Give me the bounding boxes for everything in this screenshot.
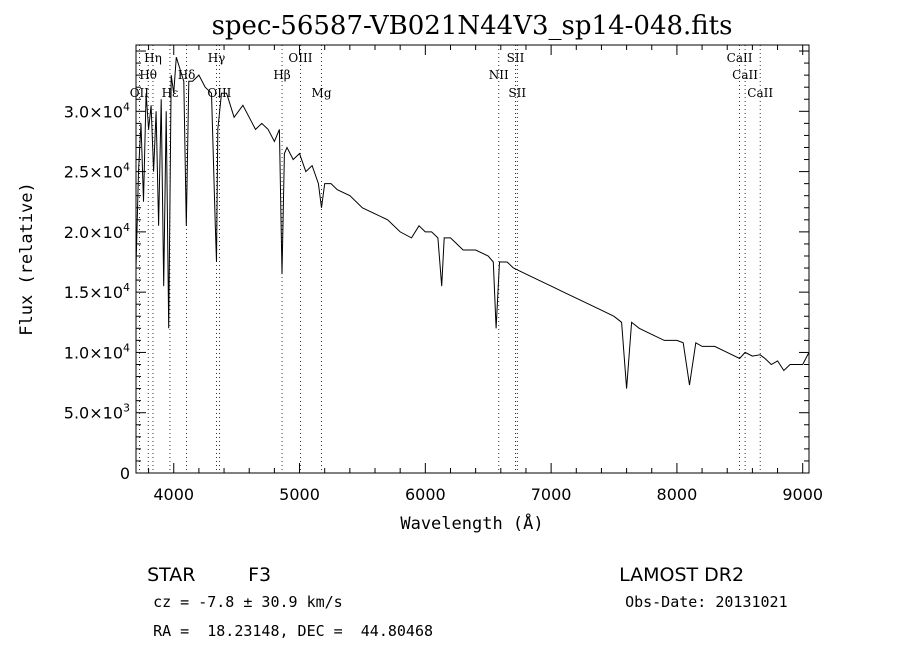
y-tick-label: 1.0×104 xyxy=(64,341,130,362)
line-marker-label: SII xyxy=(507,51,525,65)
y-tick-label: 5.0×103 xyxy=(64,402,130,423)
x-tick-label: 4000 xyxy=(153,485,194,504)
line-marker-label: CaII xyxy=(732,68,758,82)
line-marker-label: CaII xyxy=(747,86,773,100)
line-markers: Hη Hθ OII Hε Hδ Hγ OIII Hβ OIII Mg SII NII SII CaII Ca… xyxy=(130,45,773,473)
coordinates: RA = 18.23148, DEC = 44.80468 xyxy=(135,604,433,640)
y-axis-label: Flux (relative) xyxy=(17,182,37,336)
object-type: STAR xyxy=(135,542,195,586)
y-tick-label: 2.0×104 xyxy=(64,221,130,242)
x-axis-label: Wavelength (Å) xyxy=(400,512,543,534)
object-type-value: STAR xyxy=(147,564,196,586)
obs-date-value: Obs-Date: 20131021 xyxy=(625,593,788,611)
spectrum-series-line xyxy=(135,56,810,389)
x-tick-label: 5000 xyxy=(279,485,320,504)
line-marker-label: CaII xyxy=(727,51,753,65)
x-tick-label: 7000 xyxy=(531,485,572,504)
line-marker-label: OII xyxy=(130,86,150,100)
line-marker-label: OIII xyxy=(207,86,231,100)
y-tick-label: 3.0×104 xyxy=(64,100,130,121)
axis-ticks: 4000 5000 6000 7000 8000 9000 0 5.0×103 1.0×104 1… xyxy=(64,45,823,504)
chart-title: spec-56587-VB021N44V3_sp14-048.fits xyxy=(212,11,733,41)
line-marker-label: Mg xyxy=(312,86,332,100)
x-tick-label: 6000 xyxy=(405,485,446,504)
y-tick-label: 2.5×104 xyxy=(64,161,130,182)
x-tick-label: 9000 xyxy=(782,485,823,504)
x-tick-label: 8000 xyxy=(657,485,698,504)
line-marker-label: Hδ xyxy=(178,68,196,82)
object-subclass-value: F3 xyxy=(248,564,272,586)
line-marker-label: Hε xyxy=(162,86,179,100)
line-marker-label: Hη xyxy=(144,51,162,65)
line-marker-label: Hγ xyxy=(208,51,226,65)
y-tick-label: 1.5×104 xyxy=(64,281,130,302)
line-marker-label: NII xyxy=(489,68,509,82)
obs-date: Obs-Date: 20131021 xyxy=(607,575,788,611)
object-subclass: F3 xyxy=(236,542,271,586)
survey-name: LAMOST DR2 xyxy=(607,542,744,586)
coordinates-value: RA = 18.23148, DEC = 44.80468 xyxy=(153,622,434,640)
redshift-info: cz = -7.8 ± 30.9 km/s xyxy=(135,575,343,611)
redshift-value: cz = -7.8 ± 30.9 km/s xyxy=(153,593,343,611)
line-marker-label: OIII xyxy=(288,51,312,65)
line-marker-label: Hβ xyxy=(273,68,290,82)
line-marker-label: Hθ xyxy=(139,68,157,82)
plot-frame xyxy=(135,44,810,474)
line-marker-label: SII xyxy=(508,86,526,100)
y-tick-label: 0 xyxy=(120,464,130,483)
survey-name-value: LAMOST DR2 xyxy=(619,564,745,586)
